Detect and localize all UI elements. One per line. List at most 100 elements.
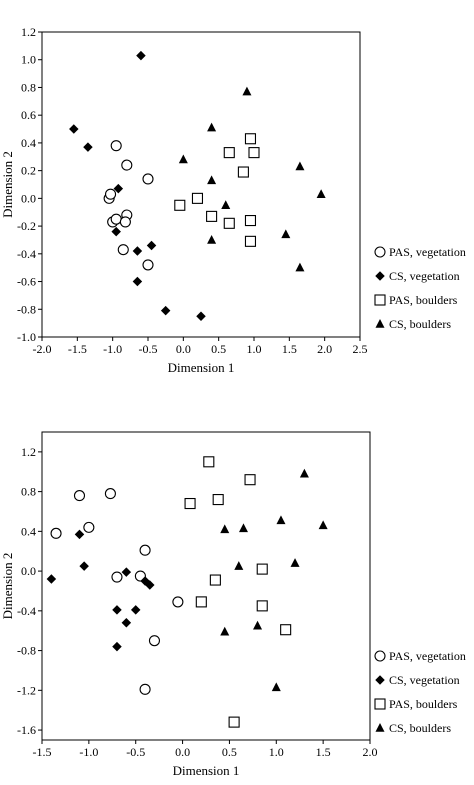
data-point-diamond-filled — [113, 183, 124, 194]
data-point-triangle-filled — [242, 86, 252, 96]
legend-entry: CS, vegetation — [389, 269, 460, 283]
y-tick-label: 0.0 — [21, 191, 36, 205]
y-tick-label: 1.2 — [21, 25, 36, 39]
y-tick-label: 0.2 — [21, 164, 36, 178]
legend-marker-square-open — [374, 698, 386, 710]
y-axis-label: Dimension 2 — [0, 553, 15, 620]
y-tick-label: -1.0 — [17, 330, 36, 344]
data-point-triangle-filled — [295, 161, 305, 171]
data-point-circle-open — [119, 216, 131, 228]
data-point-square-open — [212, 494, 224, 506]
x-tick-label: 1.0 — [247, 342, 262, 356]
x-tick-label: 1.5 — [316, 745, 331, 759]
legend-entry: PAS, vegetation — [389, 649, 466, 663]
x-tick-label: 1.0 — [269, 745, 284, 759]
x-tick-label: -0.5 — [126, 745, 145, 759]
data-point-square-open — [256, 600, 268, 612]
data-point-triangle-filled — [220, 626, 230, 636]
data-point-square-open — [256, 563, 268, 575]
data-point-circle-open — [148, 635, 161, 647]
plot-frame — [41, 31, 361, 338]
y-tick-label: -0.4 — [17, 604, 36, 618]
x-tick-label: -1.0 — [79, 745, 98, 759]
data-point-square-open — [244, 133, 257, 145]
data-point-diamond-filled — [130, 605, 141, 615]
x-tick-label: -2.0 — [33, 342, 52, 356]
data-point-diamond-filled — [46, 574, 57, 584]
data-point-triangle-filled — [318, 520, 328, 530]
legend-entry: PAS, vegetation — [389, 245, 466, 259]
legend-entry: CS, boulders — [389, 721, 451, 735]
x-tick-label: 0.5 — [211, 342, 226, 356]
y-tick-label: 1.0 — [21, 53, 36, 67]
x-tick-label: 0.0 — [175, 745, 190, 759]
data-point-square-open — [228, 716, 240, 728]
data-point-diamond-filled — [136, 50, 146, 61]
data-point-diamond-filled — [112, 605, 122, 615]
data-point-triangle-filled — [238, 523, 248, 533]
plot-frame — [41, 431, 371, 741]
x-tick-label: 2.5 — [353, 342, 368, 356]
data-point-diamond-filled — [132, 276, 143, 287]
data-point-square-open — [244, 235, 257, 247]
data-point-triangle-filled — [207, 122, 217, 132]
data-point-square-open — [237, 166, 249, 178]
data-point-circle-open — [139, 544, 151, 556]
data-point-diamond-filled — [132, 246, 143, 256]
data-point-circle-open — [104, 488, 116, 500]
data-point-circle-open — [50, 527, 62, 539]
data-point-diamond-filled — [145, 580, 155, 590]
data-point-diamond-filled — [160, 305, 171, 316]
data-point-circle-open — [110, 140, 122, 152]
data-point-triangle-filled — [220, 524, 230, 534]
x-tick-label: 0.5 — [222, 745, 237, 759]
data-point-triangle-filled — [295, 262, 305, 272]
x-axis-label: Dimension 1 — [168, 360, 235, 375]
data-point-square-open — [280, 624, 292, 636]
data-point-diamond-filled — [112, 641, 122, 652]
y-tick-label: -1.6 — [17, 723, 36, 737]
y-tick-label: -0.8 — [17, 644, 36, 658]
y-tick-label: 0.6 — [21, 108, 36, 122]
legend-marker-square-open — [374, 294, 386, 306]
data-point-triangle-filled — [253, 620, 263, 630]
data-point-triangle-filled — [290, 558, 300, 567]
data-point-square-open — [223, 217, 235, 229]
data-point-circle-open — [139, 683, 151, 695]
data-point-circle-open — [104, 188, 117, 200]
x-tick-label: -1.5 — [33, 745, 52, 759]
data-point-square-open — [184, 497, 196, 510]
data-point-triangle-filled — [207, 234, 217, 244]
data-point-circle-open — [142, 259, 154, 271]
y-tick-label: 0.8 — [21, 485, 36, 499]
x-tick-label: -1.0 — [103, 342, 122, 356]
data-point-circle-open — [121, 159, 133, 171]
data-point-triangle-filled — [221, 200, 231, 210]
data-point-diamond-filled — [196, 311, 206, 321]
data-point-triangle-filled — [178, 154, 188, 164]
data-point-circle-open — [172, 596, 184, 608]
data-point-square-open — [209, 574, 221, 586]
y-tick-label: 0.0 — [21, 564, 36, 578]
data-point-square-open — [248, 147, 260, 159]
data-point-square-open — [244, 474, 256, 486]
data-point-circle-open — [142, 173, 154, 185]
y-tick-label: 0.4 — [21, 136, 36, 150]
data-point-diamond-filled — [121, 567, 132, 577]
data-point-square-open — [223, 147, 235, 159]
data-point-triangle-filled — [271, 682, 281, 692]
data-point-circle-open — [111, 571, 123, 583]
legend-entry: CS, boulders — [389, 317, 451, 331]
data-point-diamond-filled — [74, 529, 85, 540]
legend-marker-triangle-filled — [375, 319, 385, 328]
legend-marker-diamond-filled — [375, 675, 385, 685]
data-point-square-open — [174, 199, 186, 211]
data-point-circle-open — [110, 213, 122, 225]
data-point-triangle-filled — [299, 468, 309, 478]
y-tick-label: -0.2 — [17, 219, 36, 233]
data-point-square-open — [203, 456, 215, 468]
x-tick-label: 1.5 — [282, 342, 297, 356]
data-point-diamond-filled — [83, 142, 93, 152]
x-tick-label: 0.0 — [176, 342, 191, 356]
